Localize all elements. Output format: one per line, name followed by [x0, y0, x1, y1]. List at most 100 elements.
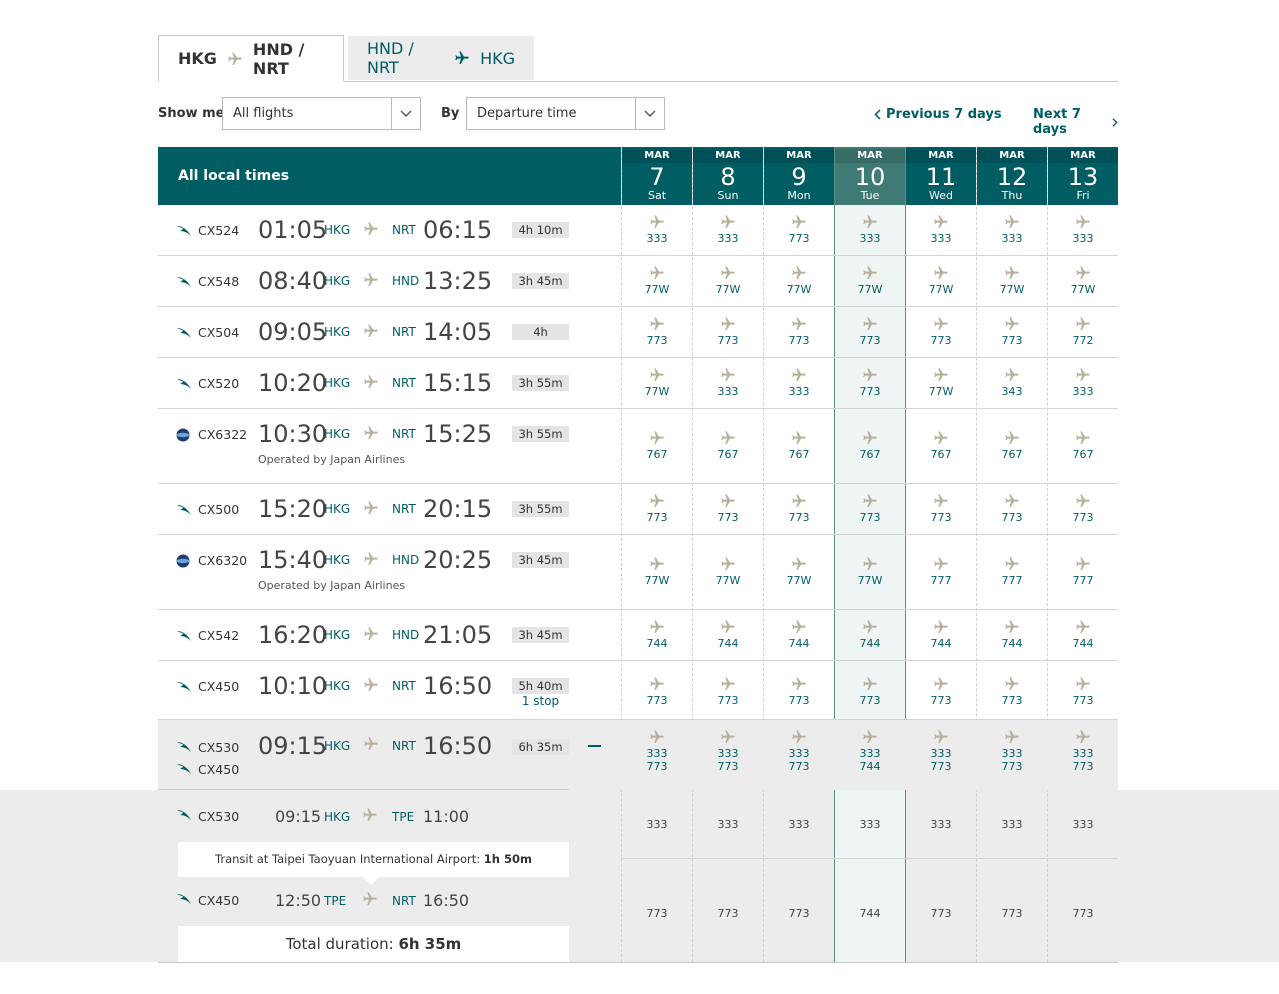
aircraft-cell[interactable]: 773: [1048, 676, 1118, 707]
operated-by: Operated by Japan Airlines: [258, 579, 406, 592]
table-row[interactable]: CX450 10:10 HKG NRT 16:50 5h 40m 1 stop: [158, 661, 1118, 720]
aircraft-cell[interactable]: 744: [977, 619, 1047, 650]
aircraft-cell[interactable]: 333 773: [693, 729, 763, 773]
aircraft-cell[interactable]: 744: [622, 619, 692, 650]
date-header-0[interactable]: MAR 7 Sat: [622, 147, 692, 205]
aircraft-cell[interactable]: 333: [693, 367, 763, 398]
stops-link[interactable]: 1 stop: [521, 694, 560, 708]
aircraft-cell[interactable]: 77W: [835, 265, 905, 296]
tab-outbound[interactable]: HKG HND / NRT: [158, 35, 344, 82]
aircraft-cell[interactable]: 773: [764, 676, 834, 707]
aircraft-cell[interactable]: 767: [1048, 430, 1118, 461]
aircraft-cell[interactable]: 767: [764, 430, 834, 461]
aircraft-cell[interactable]: 772: [1048, 316, 1118, 347]
aircraft-cell[interactable]: 343: [977, 367, 1047, 398]
aircraft-cell[interactable]: 773: [835, 367, 905, 398]
aircraft-cell[interactable]: 773: [693, 676, 763, 707]
aircraft-cell[interactable]: 777: [977, 556, 1047, 587]
aircraft-cell[interactable]: 773: [977, 493, 1047, 524]
sort-by-select[interactable]: Departure time: [466, 97, 665, 130]
collapse-icon[interactable]: [588, 745, 601, 747]
aircraft-cell[interactable]: 773: [622, 676, 692, 707]
table-row[interactable]: CX524 01:05 HKG NRT 06:15 4h 10m: [158, 205, 1118, 256]
aircraft-cell[interactable]: 333: [622, 214, 692, 245]
date-header-2[interactable]: MAR 9 Mon: [764, 147, 834, 205]
aircraft-cell[interactable]: 773: [622, 493, 692, 524]
tab-return[interactable]: HND / NRT HKG: [348, 36, 534, 80]
aircraft-cell[interactable]: 773: [906, 493, 976, 524]
aircraft-cell[interactable]: 333 744: [835, 729, 905, 773]
aircraft-cell[interactable]: 773: [693, 316, 763, 347]
aircraft-cell[interactable]: 77W: [622, 556, 692, 587]
aircraft-type: 333: [930, 747, 952, 760]
aircraft-cell[interactable]: 77W: [764, 556, 834, 587]
aircraft-cell[interactable]: 744: [906, 619, 976, 650]
table-row[interactable]: CX520 10:20 HKG NRT 15:15 3h 55m: [158, 358, 1118, 409]
aircraft-cell[interactable]: 333: [1048, 214, 1118, 245]
date-header-4[interactable]: MAR 11 Wed: [906, 147, 976, 205]
date-header-5[interactable]: MAR 12 Thu: [977, 147, 1047, 205]
aircraft-cell[interactable]: 333 773: [977, 729, 1047, 773]
table-row[interactable]: CX6322 10:30 HKG NRT 15:25 3h 55m Operated by …: [158, 409, 1118, 484]
aircraft-cell[interactable]: 767: [693, 430, 763, 461]
date-header-1[interactable]: MAR 8 Sun: [693, 147, 763, 205]
aircraft-cell[interactable]: 333: [1048, 367, 1118, 398]
aircraft-cell[interactable]: 777: [1048, 556, 1118, 587]
previous-7-days-link[interactable]: Previous 7 days: [874, 107, 1002, 122]
aircraft-cell[interactable]: 767: [977, 430, 1047, 461]
date-header-3[interactable]: MAR 10 Tue: [835, 147, 905, 205]
aircraft-cell[interactable]: 77W: [906, 265, 976, 296]
table-row[interactable]: CX6320 15:40 HKG HND 20:25 3h 45m Operated by …: [158, 535, 1118, 610]
aircraft-cell[interactable]: 773: [906, 676, 976, 707]
aircraft-cell[interactable]: 77W: [622, 367, 692, 398]
aircraft-cell[interactable]: 777: [906, 556, 976, 587]
aircraft-cell[interactable]: 77W: [906, 367, 976, 398]
date-header-6[interactable]: MAR 13 Fri: [1048, 147, 1118, 205]
selected-date-column: [835, 205, 905, 962]
aircraft-cell[interactable]: 773: [1048, 493, 1118, 524]
aircraft-cell[interactable]: 77W: [693, 265, 763, 296]
aircraft-cell[interactable]: 767: [835, 430, 905, 461]
aircraft-cell[interactable]: 773: [835, 316, 905, 347]
origin-code: HKG: [324, 628, 351, 642]
aircraft-cell[interactable]: 773: [977, 316, 1047, 347]
aircraft-cell[interactable]: 77W: [835, 556, 905, 587]
aircraft-cell[interactable]: 767: [622, 430, 692, 461]
aircraft-type: 77W: [644, 283, 670, 296]
aircraft-cell[interactable]: 333: [764, 367, 834, 398]
aircraft-cell[interactable]: 333: [835, 214, 905, 245]
table-row[interactable]: CX504 09:05 HKG NRT 14:05 4h: [158, 307, 1118, 358]
aircraft-cell[interactable]: 333 773: [622, 729, 692, 773]
aircraft-cell[interactable]: 333: [906, 214, 976, 245]
aircraft-cell[interactable]: 77W: [764, 265, 834, 296]
aircraft-cell[interactable]: 333: [693, 214, 763, 245]
aircraft-cell[interactable]: 744: [764, 619, 834, 650]
expanded-flight-row[interactable]: CX530 CX450 09:15 HKG NRT 16:50 6h 35m: [158, 720, 1118, 790]
aircraft-cell[interactable]: 773: [906, 316, 976, 347]
aircraft-cell[interactable]: 744: [835, 619, 905, 650]
aircraft-cell[interactable]: 773: [977, 676, 1047, 707]
aircraft-cell[interactable]: 773: [693, 493, 763, 524]
aircraft-cell[interactable]: 773: [835, 493, 905, 524]
aircraft-cell[interactable]: 333 773: [764, 729, 834, 773]
next-7-days-link[interactable]: Next 7 days: [1033, 107, 1118, 137]
table-row[interactable]: CX548 08:40 HKG HND 13:25 3h 45m: [158, 256, 1118, 307]
table-row[interactable]: CX500 15:20 HKG NRT 20:15 3h 55m: [158, 484, 1118, 535]
show-me-select[interactable]: All flights: [222, 97, 421, 130]
aircraft-cell[interactable]: 333: [977, 214, 1047, 245]
aircraft-cell[interactable]: 773: [622, 316, 692, 347]
aircraft-cell[interactable]: 773: [764, 316, 834, 347]
aircraft-cell[interactable]: 333 773: [1048, 729, 1118, 773]
aircraft-cell[interactable]: 773: [764, 493, 834, 524]
aircraft-cell[interactable]: 767: [906, 430, 976, 461]
aircraft-cell[interactable]: 77W: [622, 265, 692, 296]
aircraft-cell[interactable]: 744: [1048, 619, 1118, 650]
aircraft-cell[interactable]: 744: [693, 619, 763, 650]
aircraft-cell[interactable]: 77W: [693, 556, 763, 587]
aircraft-cell[interactable]: 773: [764, 214, 834, 245]
aircraft-cell[interactable]: 77W: [1048, 265, 1118, 296]
aircraft-cell[interactable]: 333 773: [906, 729, 976, 773]
table-row[interactable]: CX542 16:20 HKG HND 21:05 3h 45m: [158, 610, 1118, 661]
aircraft-cell[interactable]: 773: [835, 676, 905, 707]
aircraft-cell[interactable]: 77W: [977, 265, 1047, 296]
